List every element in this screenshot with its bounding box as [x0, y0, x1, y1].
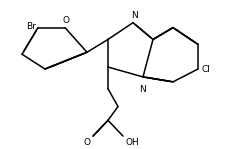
Text: N: N: [131, 11, 137, 20]
Text: O: O: [84, 138, 91, 147]
Text: OH: OH: [125, 138, 139, 147]
Text: N: N: [139, 85, 145, 94]
Text: Cl: Cl: [202, 65, 211, 73]
Text: O: O: [63, 16, 69, 25]
Text: Br: Br: [26, 22, 36, 31]
